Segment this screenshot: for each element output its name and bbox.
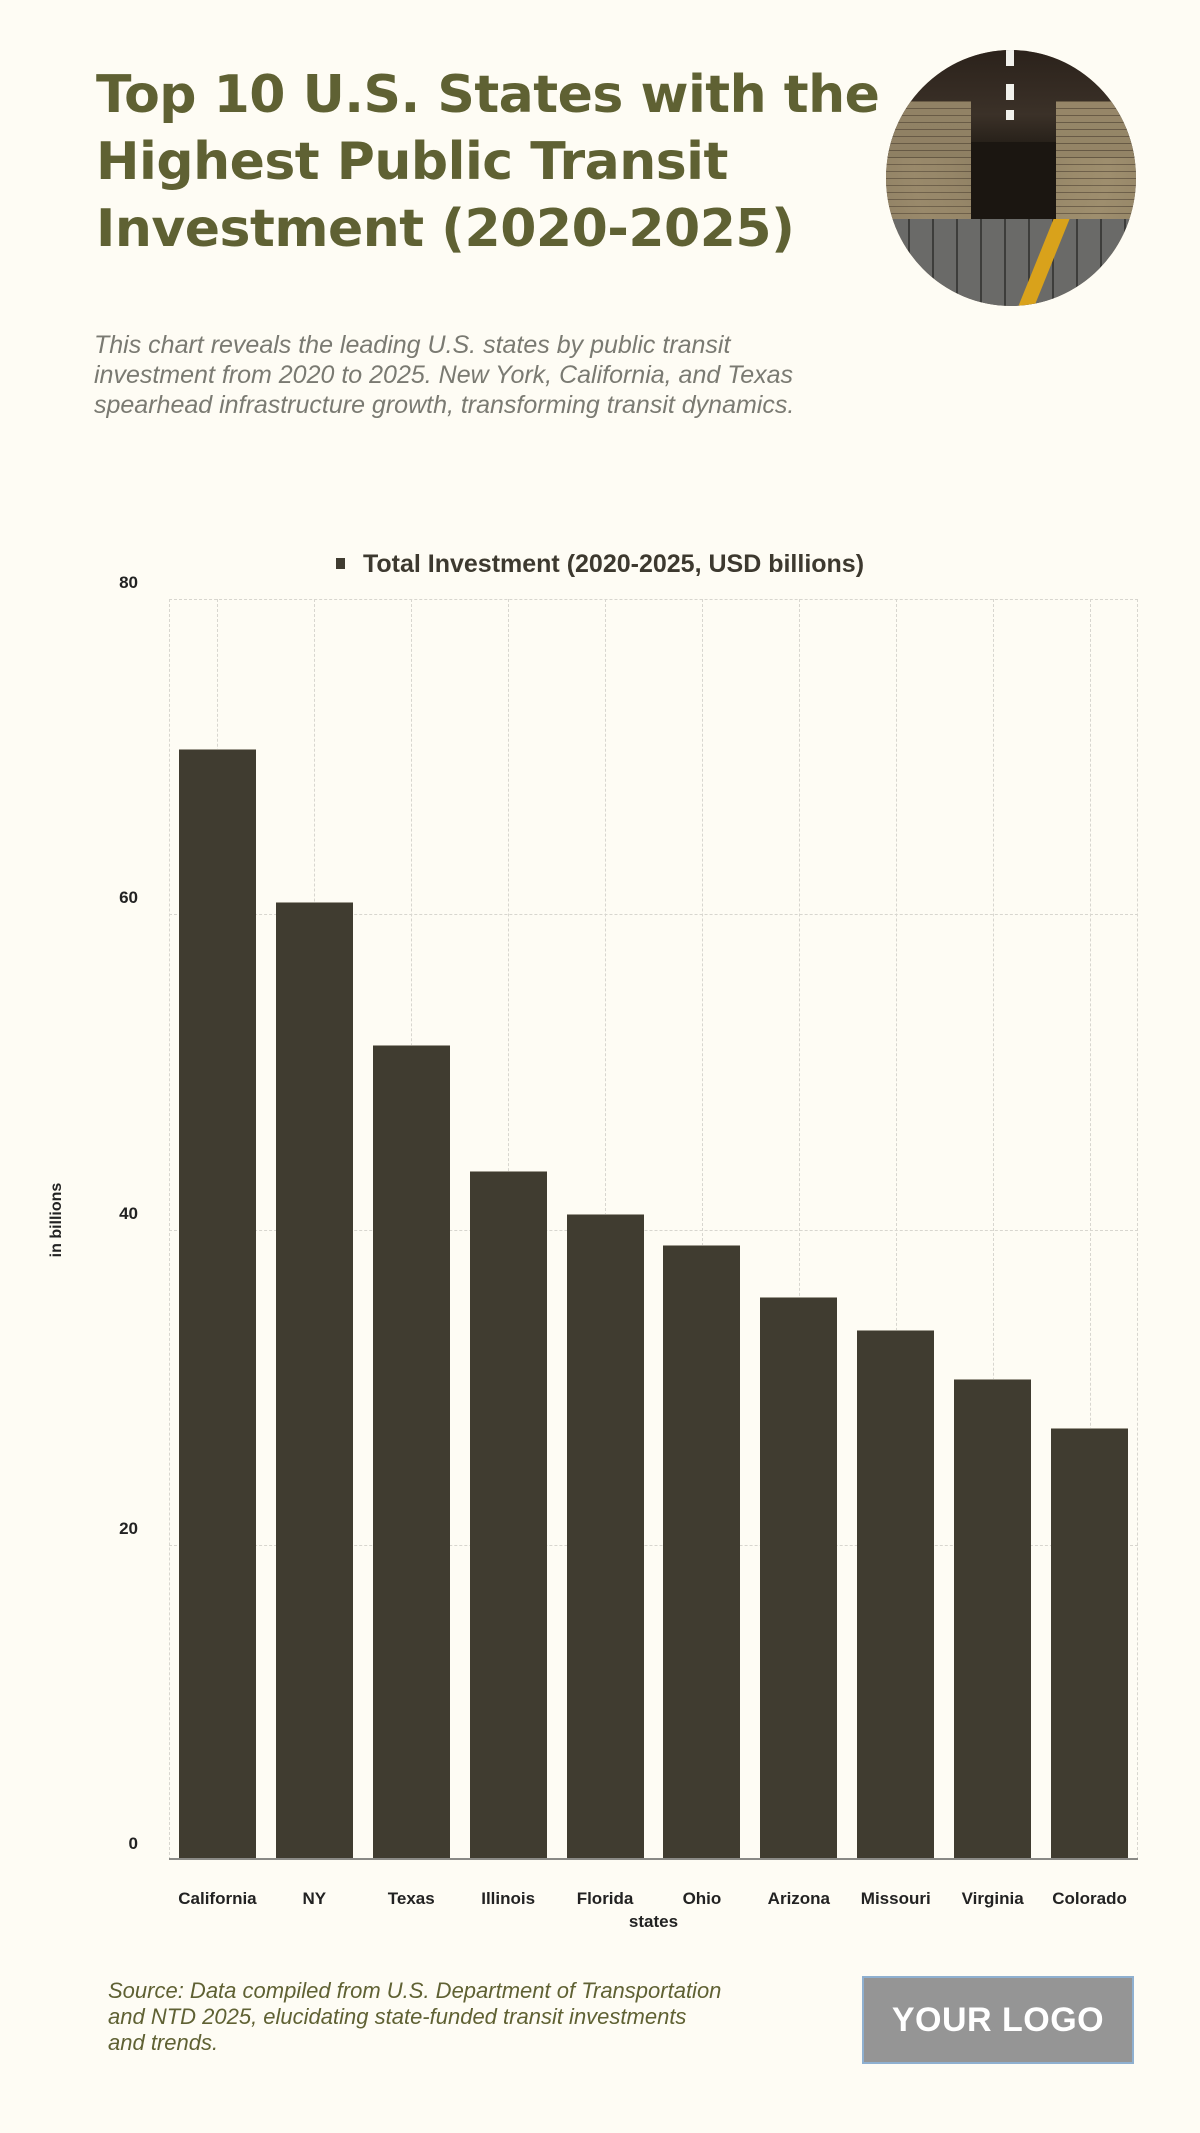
- page-title: Top 10 U.S. States with the Highest Publ…: [96, 65, 880, 259]
- x-tick-label: Arizona: [767, 1889, 831, 1908]
- gridline-horizontal: [169, 1229, 1138, 1231]
- gridline-vertical: [798, 599, 800, 1860]
- gridline-vertical: [1137, 599, 1138, 1860]
- bar-arizona[interactable]: [760, 1297, 838, 1860]
- bar-illinois[interactable]: [469, 1171, 547, 1860]
- y-tick-label: 0: [128, 1834, 138, 1853]
- x-axis-line: [169, 1858, 1138, 1860]
- bar-chart-plot-area: [169, 599, 1138, 1860]
- x-axis-label: states: [628, 1912, 679, 1931]
- legend-marker-icon: [335, 558, 345, 569]
- bar-colorado[interactable]: [1051, 1428, 1129, 1860]
- y-tick-label: 80: [119, 573, 138, 592]
- gridline-vertical: [1089, 599, 1091, 1860]
- bar-missouri[interactable]: [857, 1330, 935, 1860]
- y-axis-label: in billions: [48, 1182, 65, 1258]
- bar-virginia[interactable]: [954, 1379, 1032, 1860]
- x-tick-label: NY: [302, 1889, 327, 1908]
- y-tick-label: 60: [119, 888, 138, 908]
- gridline-vertical: [992, 599, 994, 1860]
- x-tick-label: Missouri: [860, 1889, 931, 1908]
- chart-legend: Total Investment (2020-2025, USD billion…: [0, 550, 1200, 579]
- y-tick-label: 40: [119, 1203, 138, 1223]
- source-note: Source: Data compiled from U.S. Departme…: [108, 1978, 722, 2055]
- x-tick-label: Illinois: [481, 1889, 536, 1908]
- y-tick-label: 20: [119, 1518, 138, 1538]
- x-tick-label: Colorado: [1052, 1889, 1127, 1908]
- bar-ohio[interactable]: [663, 1245, 741, 1860]
- bar-florida[interactable]: [566, 1213, 644, 1860]
- gridline-horizontal: [169, 599, 1138, 600]
- logo-placeholder: YOUR LOGO: [862, 1976, 1134, 2064]
- legend-label: Total Investment (2020-2025, USD billion…: [362, 550, 865, 578]
- bar-texas[interactable]: [372, 1045, 450, 1860]
- x-tick-label: California: [178, 1889, 257, 1908]
- gridline-vertical: [701, 599, 703, 1860]
- x-tick-label: Florida: [576, 1889, 634, 1908]
- bar-california[interactable]: [178, 748, 256, 1860]
- bar-ny[interactable]: [275, 901, 353, 1860]
- gridline-vertical: [169, 599, 170, 1860]
- x-tick-label: Virginia: [961, 1889, 1024, 1908]
- gridline-horizontal: [169, 914, 1138, 916]
- x-tick-label: Texas: [387, 1889, 435, 1908]
- chart-description: This chart reveals the leading U.S. stat…: [94, 331, 795, 419]
- subway-corridor-photo-icon: [886, 50, 1136, 306]
- gridline-vertical: [895, 599, 897, 1860]
- gridline-horizontal: [169, 1544, 1138, 1546]
- x-tick-label: Ohio: [682, 1889, 722, 1908]
